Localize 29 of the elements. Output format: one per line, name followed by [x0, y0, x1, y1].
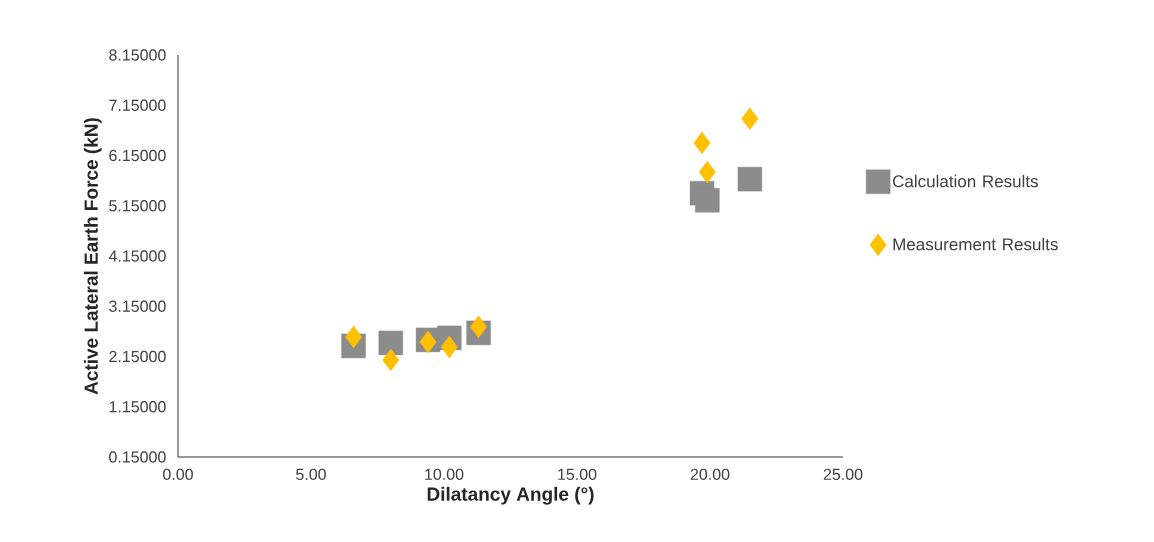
- x-tick-label: 25.00: [823, 468, 863, 480]
- y-tick-label: 5.15000: [109, 200, 166, 212]
- point: [693, 131, 711, 155]
- y-tick-label: 7.15000: [109, 99, 166, 111]
- legend-label: Measurement Results: [893, 237, 1058, 251]
- point: [382, 348, 400, 372]
- point: [737, 166, 763, 192]
- y-tick-label: 6.15000: [109, 149, 166, 162]
- point: [698, 160, 716, 184]
- y-tick-label: 4.15000: [108, 250, 166, 262]
- y-axis-title: Active Lateral Earth Force (kN): [83, 118, 102, 395]
- point: [470, 315, 488, 339]
- legend-label: Calculation Results: [893, 174, 1038, 188]
- point: [695, 188, 720, 213]
- x-tick-label: 10.00: [425, 468, 464, 480]
- point: [378, 330, 403, 356]
- point: [440, 335, 458, 359]
- x-tick-label: 15.00: [558, 468, 597, 480]
- x-tick-label: 20.00: [690, 468, 730, 480]
- x-axis-title: Dilatancy Angle (°): [427, 486, 594, 505]
- point: [345, 325, 363, 349]
- y-tick-label: 8.15000: [109, 49, 166, 61]
- x-tick-label: 5.00: [296, 468, 326, 480]
- x-tick-label: 0.00: [163, 468, 193, 480]
- y-tick-label: 0.15000: [109, 451, 166, 463]
- y-tick-label: 1.15000: [109, 401, 166, 413]
- point: [741, 107, 759, 131]
- y-tick-label: 3.15000: [109, 300, 166, 312]
- y-tick-label: 2.15000: [109, 350, 166, 363]
